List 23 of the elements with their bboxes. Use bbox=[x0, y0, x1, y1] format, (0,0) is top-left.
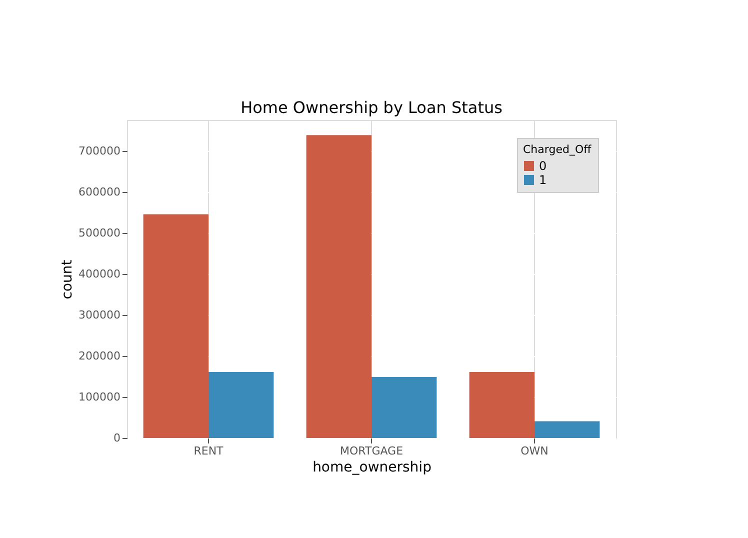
x-tick-label: RENT bbox=[194, 444, 224, 458]
bar bbox=[469, 372, 534, 438]
legend-label: 1 bbox=[539, 173, 547, 187]
y-tick-label: 300000 bbox=[78, 308, 120, 322]
legend-title: Charged_Off bbox=[523, 143, 592, 156]
bar bbox=[143, 214, 208, 438]
chart-title: Home Ownership by Loan Status bbox=[240, 98, 502, 117]
y-tick-label: 500000 bbox=[78, 226, 120, 240]
y-tick-label: 100000 bbox=[78, 390, 120, 404]
y-tick-label: 600000 bbox=[78, 186, 120, 199]
bar bbox=[306, 135, 372, 438]
x-tick-label: OWN bbox=[520, 444, 548, 458]
bar bbox=[208, 372, 274, 438]
legend-label: 0 bbox=[539, 159, 547, 173]
y-tick-label: 400000 bbox=[78, 268, 120, 281]
x-axis-title: home_ownership bbox=[312, 460, 432, 476]
bar bbox=[372, 376, 437, 438]
bar bbox=[534, 421, 600, 438]
y-tick-label: 200000 bbox=[78, 350, 120, 363]
y-tick-label: 0 bbox=[114, 432, 120, 444]
y-axis-title: count bbox=[60, 259, 76, 300]
x-tick-label: MORTGAGE bbox=[340, 444, 404, 458]
y-tick-label: 700000 bbox=[78, 144, 120, 158]
